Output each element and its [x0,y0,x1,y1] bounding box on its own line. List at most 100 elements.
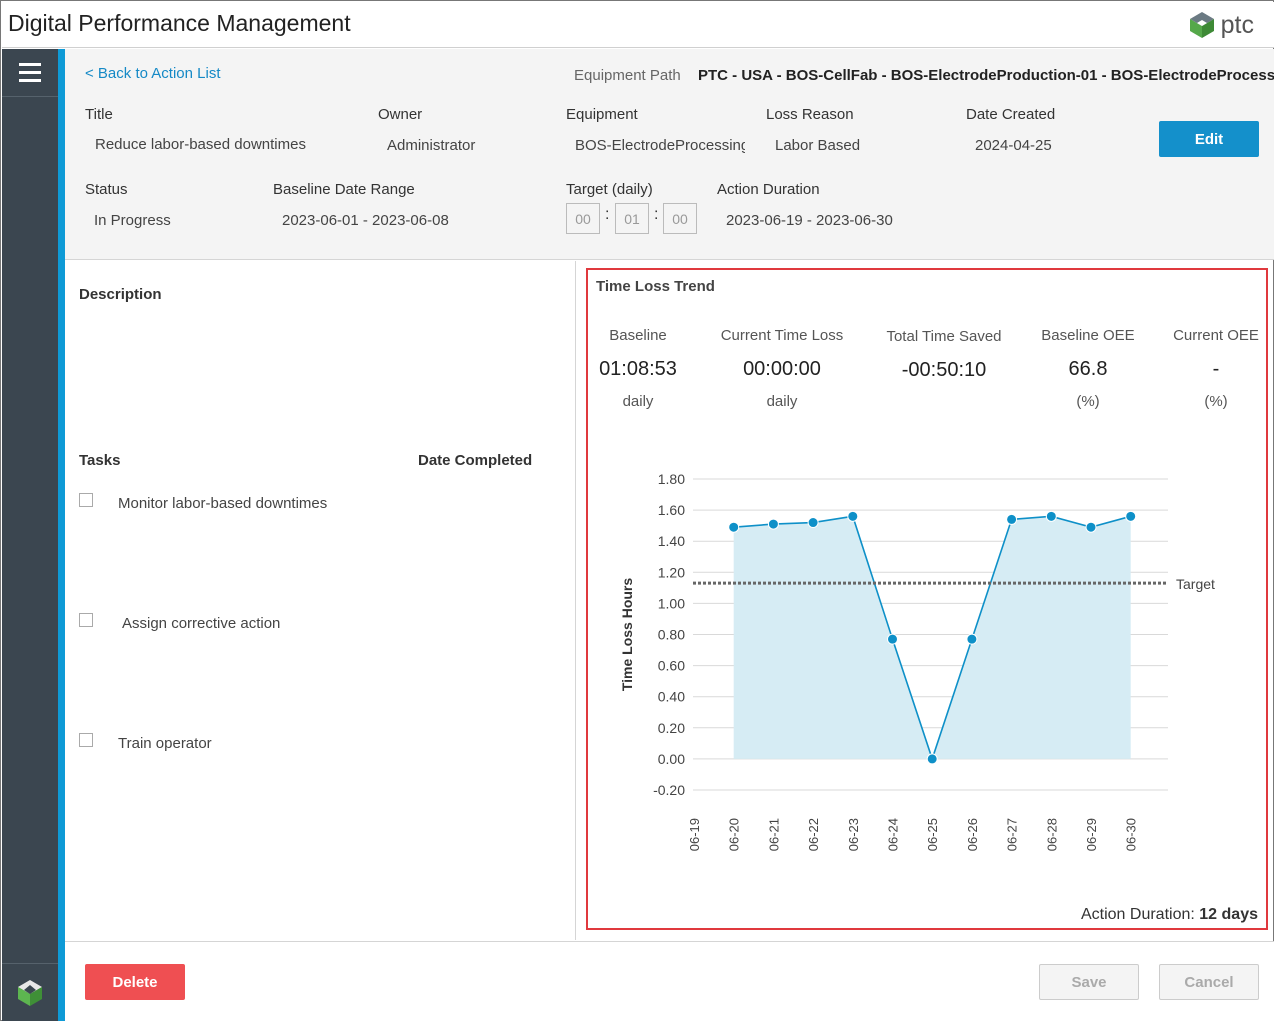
date-created-label: Date Created [966,106,1056,123]
task-label: Assign corrective action [122,615,281,632]
metric-title: Baseline OEE [1041,327,1135,344]
action-duration-summary-label: Action Duration: [1080,906,1195,923]
metric-unit: daily [766,393,798,410]
y-tick-label: 1.60 [658,502,685,518]
thingworx-logo-icon[interactable] [2,963,58,1021]
target-label: Target [1176,576,1215,592]
owner-label: Owner [378,106,423,123]
title-value: Reduce labor-based downtimes [95,136,306,153]
task-checkbox[interactable] [79,733,93,747]
metric-title: Baseline [609,327,667,344]
left-panel: Description Tasks Date Completed Monitor… [65,261,576,940]
data-point [1006,513,1018,525]
data-point [887,633,898,645]
data-point [1085,521,1097,533]
x-tick-label: 06-30 [1124,818,1139,851]
y-tick-label: 0.00 [658,751,685,767]
ptc-logo-icon [1189,12,1214,38]
metric-unit: (%) [1076,393,1100,410]
metric-value: - [1212,358,1220,380]
y-tick-label: -0.20 [653,782,685,798]
target-seconds-input[interactable]: 00 [663,203,697,234]
task-label: Monitor labor-based downtimes [118,495,328,512]
title-label: Title [85,106,113,123]
app-title: Digital Performance Management [8,10,351,36]
back-to-action-list-link[interactable]: < Back to Action List [85,65,221,82]
metric-unit: daily [622,393,654,410]
ptc-logo-text: ptc [1220,10,1254,39]
y-tick-label: 1.00 [658,595,685,611]
cancel-button[interactable]: Cancel [1159,964,1259,1000]
task-label: Train operator [118,735,212,752]
time-separator: : [605,206,610,223]
x-tick-label: 06-22 [806,818,821,851]
y-tick-label: 0.60 [658,658,685,674]
y-tick-label: 0.40 [658,689,685,705]
owner-value: Administrator [387,137,476,154]
footer-bar: Delete Save Cancel [65,941,1274,1021]
y-axis-label: Time Loss Hours [619,578,635,692]
hamburger-menu-icon[interactable] [2,49,58,97]
x-tick-label: 06-19 [687,818,702,851]
target-minutes-input[interactable]: 01 [615,203,649,234]
save-button[interactable]: Save [1039,964,1139,1000]
metric-title: Current Time Loss [720,327,844,344]
x-tick-label: 06-27 [1005,818,1020,851]
x-tick-label: 06-20 [727,818,742,851]
x-tick-label: 06-29 [1084,818,1099,851]
task-checkbox[interactable] [79,613,93,627]
action-duration-value: 2023-06-19 - 2023-06-30 [726,212,893,229]
target-label: Target (daily) [566,181,653,198]
baseline-date-range-label: Baseline Date Range [273,181,415,198]
data-point [926,753,938,765]
sidebar [2,49,58,1021]
metric-value: 66.8 [1068,358,1108,380]
equipment-value: BOS-ElectrodeProcessing-0 [575,137,745,154]
date-completed-label: Date Completed [418,452,533,469]
top-bar: Digital Performance Management ptc [2,2,1274,48]
action-duration-label: Action Duration [717,181,820,198]
data-point [728,521,740,533]
time-separator: : [654,206,659,223]
data-point [966,633,978,645]
description-label: Description [79,286,162,303]
edit-button[interactable]: Edit [1159,121,1259,157]
data-point [1125,510,1137,522]
data-point [1045,510,1057,522]
target-hours-input[interactable]: 00 [566,203,600,234]
metric-unit: (%) [1204,393,1228,410]
series-area [733,516,1131,759]
loss-reason-value: Labor Based [775,137,861,154]
metric-value: -00:50:10 [901,359,987,381]
data-point [807,517,819,529]
metric-title: Current OEE [1173,327,1259,344]
delete-button[interactable]: Delete [85,964,185,1000]
task-checkbox[interactable] [79,493,93,507]
action-header-panel: < Back to Action List Equipment Path PTC… [65,49,1274,260]
y-tick-label: 0.80 [658,627,685,643]
metric-value: 01:08:53 [599,358,677,380]
status-value: In Progress [94,212,171,229]
data-point [847,510,859,522]
x-tick-label: 06-24 [886,818,901,851]
time-loss-chart: 1.80 1.60 1.40 1.20 1.00 0.80 0.60 0.40 0.20 0.00… [619,471,1215,851]
baseline-date-range-value: 2023-06-01 - 2023-06-08 [282,212,449,229]
equipment-label: Equipment [566,106,638,123]
date-created-value: 2024-04-25 [975,137,1052,154]
action-duration-summary: Action Duration: 12 days [1081,906,1258,924]
x-tick-label: 06-26 [965,818,980,851]
data-point [767,518,779,530]
x-tick-label: 06-21 [766,818,781,851]
action-duration-summary-value: 12 days [1199,906,1258,923]
y-tick-label: 1.40 [658,533,685,549]
ptc-logo: ptc [1189,9,1254,41]
y-tick-label: 0.20 [658,720,685,736]
x-tick-label: 06-25 [925,818,940,851]
metric-title: Total Time Saved [886,328,1002,345]
loss-reason-label: Loss Reason [766,106,854,123]
equipment-path-label: Equipment Path [574,67,681,84]
y-tick-label: 1.20 [658,564,685,580]
x-tick-label: 06-23 [846,818,861,851]
metric-value: 00:00:00 [743,358,821,380]
